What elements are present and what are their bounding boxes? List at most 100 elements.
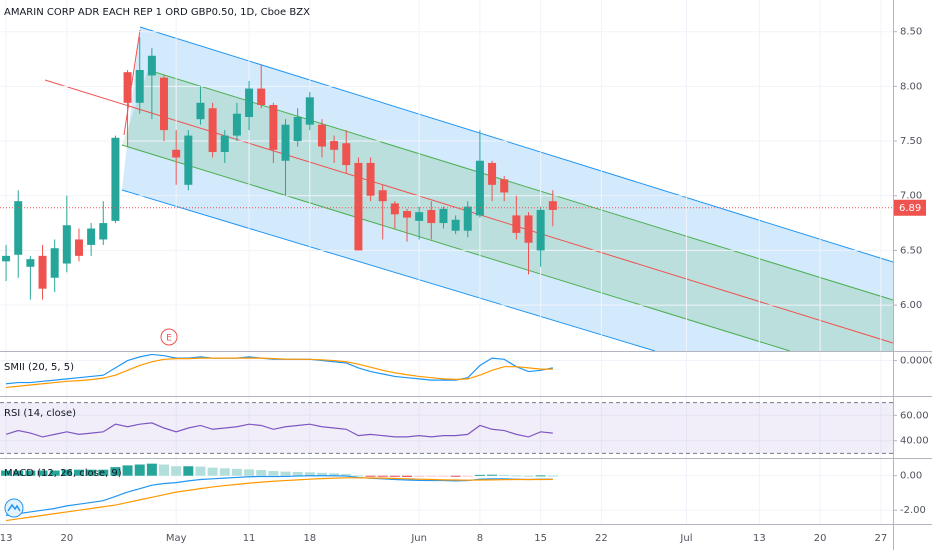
candle-body bbox=[330, 141, 339, 150]
candle-body bbox=[14, 201, 23, 255]
candle-body bbox=[548, 201, 557, 210]
histogram-bar bbox=[49, 470, 60, 476]
histogram-bar bbox=[292, 471, 303, 476]
x-tick-label: 27 bbox=[874, 533, 887, 544]
x-tick-label: 13 bbox=[753, 533, 766, 544]
candle-body bbox=[2, 255, 11, 262]
candle-body bbox=[512, 215, 521, 233]
histogram-bar bbox=[523, 475, 534, 477]
candle-body bbox=[305, 97, 314, 125]
pane-title: MACD (12, 26, close, 9) bbox=[4, 468, 122, 479]
histogram-bar bbox=[426, 475, 437, 477]
histogram-bar bbox=[110, 467, 121, 476]
indicator-line bbox=[6, 357, 553, 389]
y-tick-label: 0.0000 bbox=[900, 356, 932, 367]
earnings-marker[interactable] bbox=[160, 328, 178, 346]
histogram-bar bbox=[1, 470, 12, 476]
candle-body bbox=[293, 117, 302, 142]
histogram-bar bbox=[256, 470, 267, 476]
candle-body bbox=[123, 72, 132, 103]
level-band bbox=[0, 402, 893, 454]
indicator-line bbox=[5, 475, 553, 516]
candle-body bbox=[463, 206, 472, 231]
histogram-bar bbox=[365, 475, 376, 477]
candle-body bbox=[317, 124, 326, 147]
candle-body bbox=[62, 225, 71, 264]
pane-title: SMII (20, 5, 5) bbox=[4, 362, 74, 373]
candle-body bbox=[172, 149, 181, 158]
y-tick-label: 40.00 bbox=[900, 436, 929, 447]
candle-body bbox=[378, 190, 387, 202]
histogram-bar bbox=[389, 475, 400, 477]
x-tick-label: 22 bbox=[595, 533, 608, 544]
histogram-bar bbox=[438, 475, 449, 477]
x-tick-label: 8 bbox=[477, 533, 483, 544]
candle-body bbox=[220, 135, 229, 152]
histogram-bar bbox=[159, 464, 170, 476]
histogram-bar bbox=[511, 475, 522, 477]
candle-body bbox=[427, 209, 436, 224]
histogram-bar bbox=[487, 474, 498, 476]
candle-body bbox=[451, 219, 460, 231]
histogram-bar bbox=[268, 471, 279, 476]
candle-body bbox=[439, 208, 448, 224]
y-tick-label: 7.50 bbox=[900, 136, 922, 147]
candle-body bbox=[196, 102, 205, 120]
y-tick-label: -2.00 bbox=[900, 505, 926, 516]
indicator-line bbox=[5, 422, 553, 438]
indicator-line bbox=[5, 477, 553, 522]
candle-body bbox=[245, 88, 254, 117]
histogram-bar bbox=[316, 472, 327, 476]
chart-title: AMARIN CORP ADR EACH REP 1 ORD GBP0.50, … bbox=[4, 7, 310, 18]
candle-body bbox=[147, 55, 156, 76]
marks bbox=[0, 0, 893, 524]
candle-body bbox=[74, 239, 83, 256]
y-tick-label: 6.50 bbox=[900, 245, 922, 256]
y-tick-label: 8.50 bbox=[900, 27, 922, 38]
candle-body bbox=[50, 248, 59, 278]
candle-body bbox=[488, 162, 497, 185]
channel-lower bbox=[121, 189, 656, 352]
histogram-bar bbox=[414, 475, 425, 477]
candle-body bbox=[281, 124, 290, 161]
inner-channel-fill bbox=[122, 70, 893, 351]
histogram-bar bbox=[499, 474, 510, 476]
histogram-bar bbox=[231, 468, 242, 476]
histogram-bar bbox=[462, 475, 473, 477]
histogram-bar bbox=[341, 474, 352, 476]
candle-body bbox=[87, 228, 96, 245]
candle-body bbox=[208, 108, 217, 152]
earnings-label[interactable]: E bbox=[166, 334, 172, 344]
histogram-bar bbox=[377, 475, 388, 477]
candle-body bbox=[403, 211, 412, 218]
candle-body bbox=[232, 113, 241, 136]
x-tick-label: 13 bbox=[0, 533, 12, 544]
histogram-bar bbox=[134, 464, 145, 476]
candle-body bbox=[354, 162, 363, 251]
histogram-bar bbox=[207, 467, 218, 476]
x-tick-label: Jun bbox=[410, 533, 427, 544]
candle-body bbox=[26, 259, 35, 267]
candle-body bbox=[536, 209, 545, 251]
histogram-bar bbox=[353, 475, 364, 477]
y-tick-label: 8.00 bbox=[900, 81, 922, 92]
candle-body bbox=[99, 223, 108, 240]
histogram-bar bbox=[474, 474, 485, 476]
histogram-bar bbox=[183, 466, 194, 476]
histogram-bar bbox=[329, 473, 340, 476]
histogram-bar bbox=[122, 465, 133, 476]
y-tick-label: 6.00 bbox=[900, 300, 922, 311]
candle-body bbox=[475, 160, 484, 216]
logo-icon bbox=[7, 503, 21, 512]
histogram-bar bbox=[535, 475, 546, 477]
histogram-bar bbox=[195, 466, 206, 476]
anchor-line bbox=[123, 29, 141, 136]
last-price-box bbox=[894, 199, 926, 216]
x-tick-label: May bbox=[166, 533, 187, 544]
histogram-bar bbox=[86, 469, 97, 476]
histogram-bar bbox=[98, 469, 109, 476]
histogram-bar bbox=[171, 466, 182, 476]
x-tick-label: 18 bbox=[303, 533, 316, 544]
candle-body bbox=[415, 212, 424, 221]
candle-body bbox=[160, 77, 169, 131]
